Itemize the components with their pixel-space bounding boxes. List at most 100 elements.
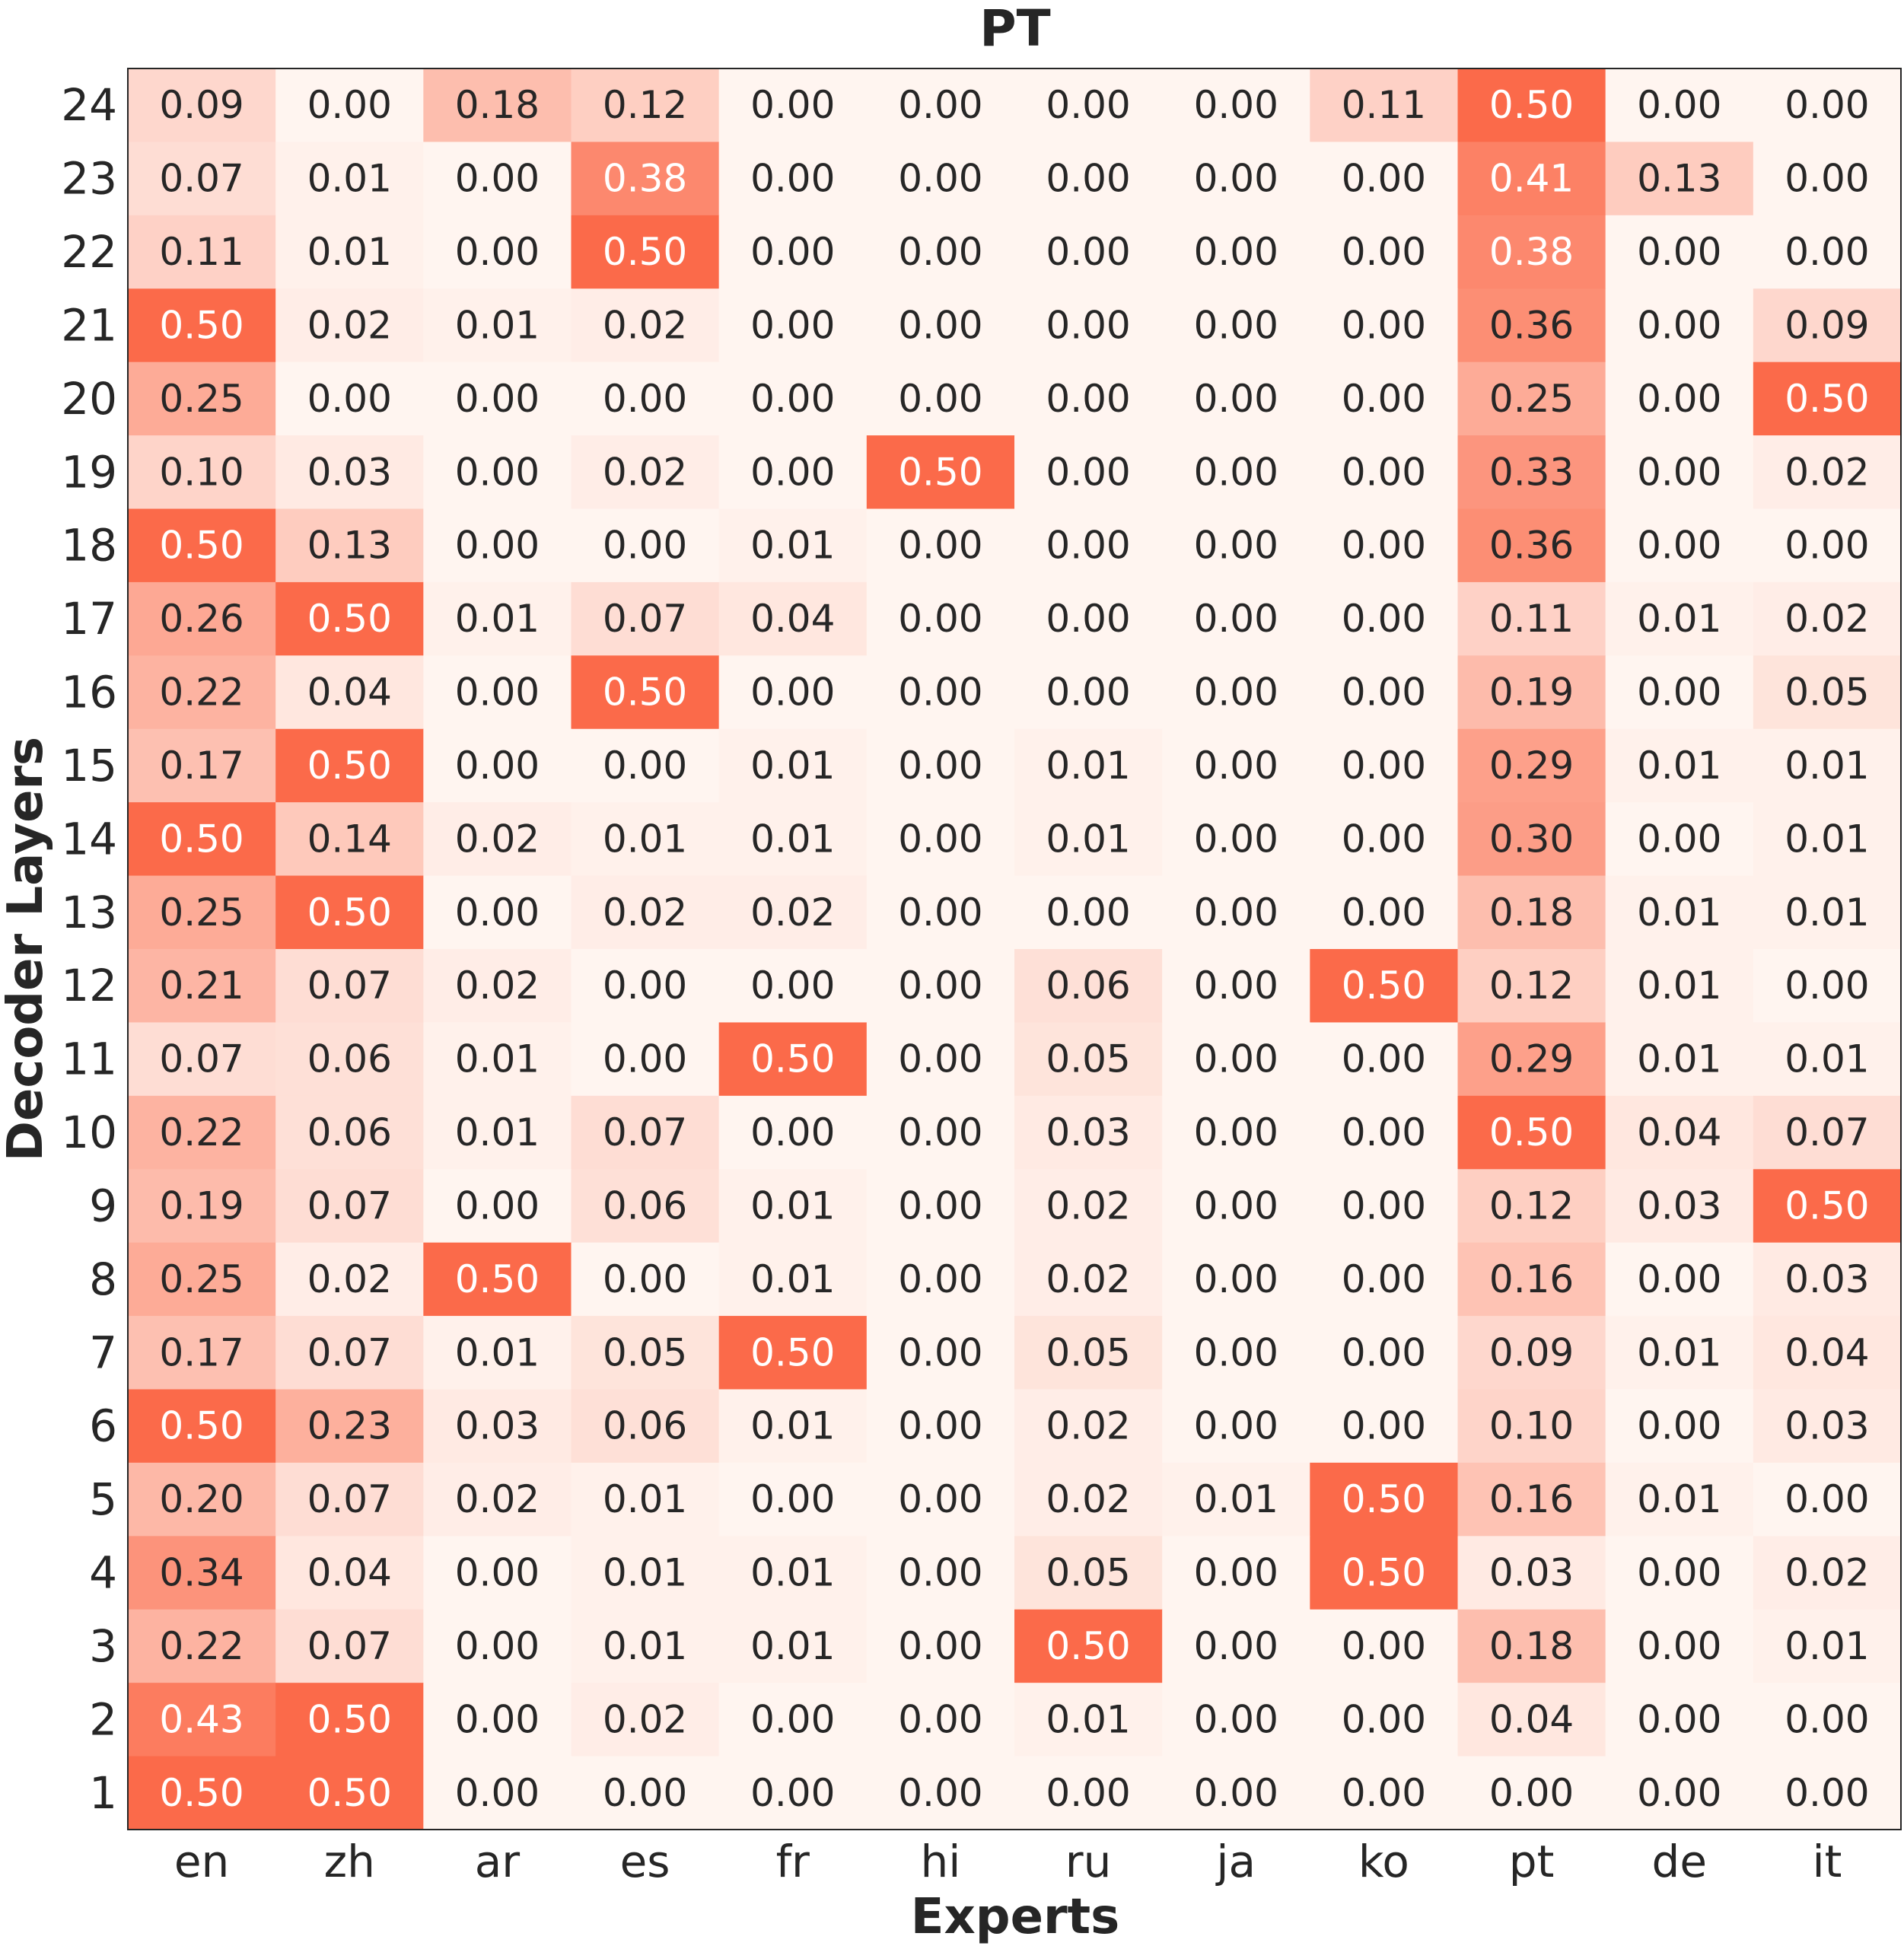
heatmap-cell-17-fr: [718, 581, 868, 656]
heatmap-cell-19-fr: [718, 435, 868, 510]
cell-value-label: 0.05: [603, 1330, 687, 1374]
heatmap-cell-2-zh: [275, 1683, 424, 1757]
cell-value-label: 0.00: [1342, 1257, 1426, 1301]
heatmap-cell-15-fr: [718, 728, 868, 803]
heatmap-cell-8-en: [128, 1242, 276, 1317]
cell-value-label: 0.03: [455, 1404, 540, 1448]
cell-value-label: 0.00: [603, 1257, 687, 1301]
cell-value-label: 0.03: [307, 450, 392, 494]
cell-value-label: 0.00: [898, 1110, 982, 1155]
heatmap-cell-23-ja: [1162, 142, 1310, 216]
heatmap-cells: [128, 68, 1902, 1830]
heatmap-cell-14-hi: [866, 802, 1015, 877]
heatmap-cell-24-zh: [275, 68, 424, 143]
cell-value-label: 0.00: [1637, 817, 1721, 861]
cell-value-label: 0.06: [603, 1404, 687, 1448]
heatmap-cell-23-fr: [718, 142, 868, 216]
x-tick-label: en: [174, 1836, 229, 1887]
cell-value-label: 0.02: [750, 890, 835, 935]
heatmap-cell-18-hi: [866, 508, 1015, 583]
cell-value-label: 0.50: [1489, 83, 1574, 127]
heatmap-cell-16-ja: [1162, 655, 1310, 730]
cell-value-label: 0.00: [1194, 450, 1278, 494]
cell-value-label: 0.00: [898, 963, 982, 1008]
heatmap-cell-12-ru: [1014, 949, 1163, 1024]
cell-value-label: 0.00: [1046, 83, 1130, 127]
cell-value-label: 0.50: [750, 1330, 835, 1374]
heatmap-cell-12-es: [571, 949, 720, 1024]
heatmap-cell-15-de: [1605, 728, 1754, 803]
cell-value-label: 0.00: [1194, 1697, 1278, 1741]
x-axis-label: Experts: [911, 1889, 1119, 1945]
heatmap-cell-7-zh: [275, 1316, 424, 1390]
heatmap-cell-6-fr: [718, 1389, 868, 1463]
cell-value-label: 0.00: [1194, 1110, 1278, 1155]
heatmap-cell-23-ru: [1014, 142, 1163, 216]
cell-value-label: 0.02: [1785, 597, 1869, 641]
cell-value-label: 0.00: [1785, 1771, 1869, 1815]
cell-value-label: 0.29: [1489, 1037, 1574, 1081]
heatmap-cell-4-ar: [423, 1536, 572, 1610]
cell-value-label: 0.20: [159, 1477, 244, 1521]
heatmap-cell-9-ja: [1162, 1169, 1310, 1244]
cell-value-label: 0.00: [1046, 303, 1130, 347]
heatmap-cell-24-hi: [866, 68, 1015, 143]
heatmap-cell-23-en: [128, 142, 276, 216]
y-tick-label: 20: [61, 373, 117, 425]
y-tick-label: 7: [89, 1327, 117, 1378]
y-tick-label: 9: [89, 1180, 117, 1231]
cell-value-label: 0.09: [159, 83, 244, 127]
heatmap-cell-19-ko: [1310, 435, 1459, 510]
heatmap-cell-3-ar: [423, 1609, 572, 1683]
cell-value-label: 0.00: [1785, 1477, 1869, 1521]
cell-value-label: 0.01: [1785, 744, 1869, 788]
heatmap-cell-12-ar: [423, 949, 572, 1024]
heatmap-cell-10-de: [1605, 1095, 1754, 1170]
heatmap-cell-12-ko: [1310, 949, 1459, 1024]
cell-value-label: 0.01: [750, 1624, 835, 1668]
heatmap-cell-8-it: [1753, 1242, 1902, 1317]
heatmap-cell-4-en: [128, 1536, 276, 1610]
cell-value-label: 0.00: [1637, 1404, 1721, 1448]
y-tick-label: 21: [61, 299, 117, 351]
cell-value-label: 0.00: [1785, 963, 1869, 1008]
cell-value-label: 0.00: [898, 524, 982, 568]
heatmap-cell-21-ko: [1310, 288, 1459, 363]
cell-value-label: 0.01: [455, 1037, 540, 1081]
heatmap-cell-17-en: [128, 581, 276, 656]
heatmap-cell-8-ru: [1014, 1242, 1163, 1317]
cell-value-label: 0.19: [159, 1183, 244, 1228]
cell-value-label: 0.50: [1342, 1477, 1426, 1521]
cell-value-label: 0.00: [455, 1624, 540, 1668]
cell-value-label: 0.50: [1785, 1183, 1869, 1228]
cell-value-label: 0.00: [1785, 157, 1869, 201]
cell-value-label: 0.00: [1194, 817, 1278, 861]
heatmap-cell-11-en: [128, 1022, 276, 1097]
cell-value-label: 0.07: [159, 157, 244, 201]
heatmap-cell-20-ar: [423, 361, 572, 436]
cell-value-label: 0.00: [1637, 230, 1721, 274]
cell-value-label: 0.16: [1489, 1477, 1574, 1521]
cell-value-label: 0.00: [1194, 1771, 1278, 1815]
heatmap-cell-5-ja: [1162, 1462, 1310, 1537]
y-tick-label: 10: [61, 1107, 117, 1158]
cell-value-label: 0.00: [603, 1771, 687, 1815]
heatmap-cell-24-en: [128, 68, 276, 143]
cell-value-label: 0.00: [1637, 377, 1721, 421]
heatmap-cell-1-en: [128, 1756, 276, 1830]
cell-value-label: 0.00: [750, 1110, 835, 1155]
cell-value-label: 0.50: [898, 450, 982, 494]
heatmap-cell-23-pt: [1457, 142, 1606, 216]
heatmap-cell-11-ja: [1162, 1022, 1310, 1097]
heatmap-cell-20-zh: [275, 361, 424, 436]
heatmap-cell-12-fr: [718, 949, 868, 1024]
y-tick-label: 15: [61, 740, 117, 791]
cell-value-label: 0.02: [603, 890, 687, 935]
cell-value-label: 0.00: [1637, 1551, 1721, 1595]
cell-value-label: 0.00: [1046, 377, 1130, 421]
cell-value-label: 0.26: [159, 597, 244, 641]
heatmap-cell-19-ru: [1014, 435, 1163, 510]
heatmap-cell-12-en: [128, 949, 276, 1024]
heatmap-cell-16-pt: [1457, 655, 1606, 730]
cell-value-label: 0.02: [1785, 1551, 1869, 1595]
